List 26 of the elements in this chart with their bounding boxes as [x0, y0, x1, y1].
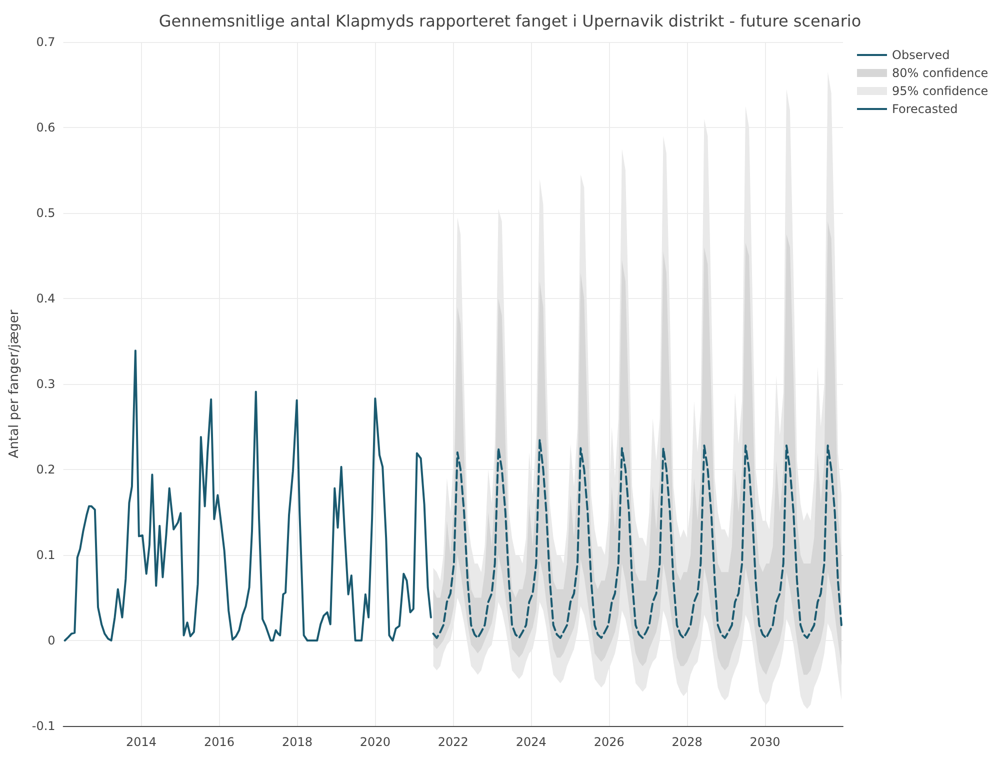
x-tick-label: 2022	[438, 735, 468, 749]
x-tick-label: 2026	[594, 735, 624, 749]
x-tick-label: 2028	[672, 735, 702, 749]
y-tick-label: 0.1	[36, 548, 56, 562]
x-tick-label: 2016	[204, 735, 235, 749]
legend-label: 80% confidence	[892, 66, 988, 80]
legend-label: 95% confidence	[892, 84, 988, 98]
chart-title: Gennemsnitlige antal Klapmyds rapporteret fanget i Upernavik distrikt - future scenario	[158, 12, 862, 30]
y-tick-label: 0.6	[36, 120, 56, 134]
legend-label: Forecasted	[892, 102, 958, 116]
y-tick-label: 0	[48, 634, 56, 648]
x-tick-label: 2030	[750, 735, 780, 749]
y-tick-label: 0.2	[36, 462, 56, 476]
y-tick-label: 0.4	[36, 292, 56, 306]
y-axis-title: Antal per fanger/jæger	[7, 309, 22, 458]
line-series	[64, 350, 432, 642]
legend-label: Observed	[892, 48, 950, 62]
x-tick-label: 2024	[516, 735, 546, 749]
y-tick-label: 0.3	[36, 377, 56, 391]
x-tick-label: 2018	[282, 735, 312, 749]
y-tick-label: -0.1	[32, 719, 56, 733]
x-tick-label: 2020	[360, 735, 390, 749]
y-tick-label: 0.5	[36, 206, 56, 220]
line-series	[432, 438, 842, 639]
y-tick-label: 0.7	[36, 35, 56, 49]
x-tick-label: 2014	[126, 735, 157, 749]
